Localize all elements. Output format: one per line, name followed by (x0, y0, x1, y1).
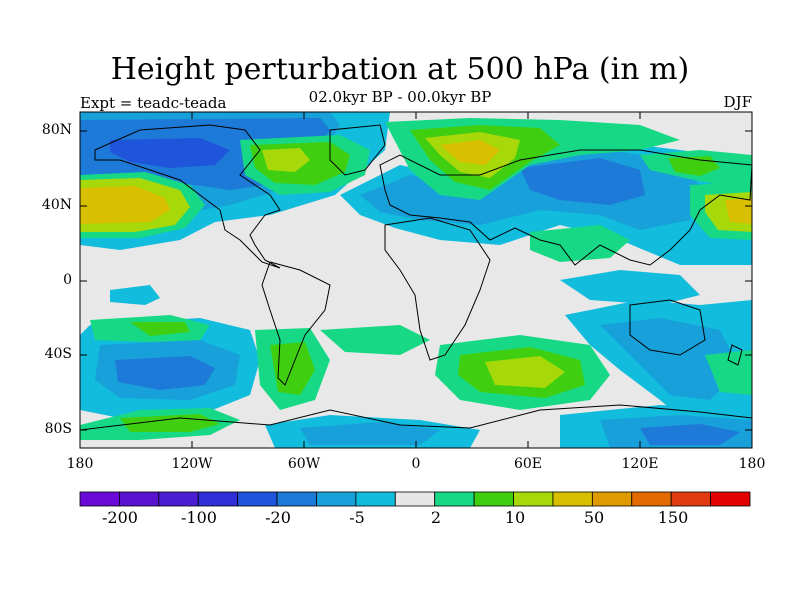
colorbar-box (513, 491, 554, 507)
colorbar-label: 2 (430, 508, 442, 527)
positive-region (320, 325, 430, 355)
australia-coast (629, 299, 706, 356)
lon-label: 0 (411, 456, 421, 472)
colorbar-box (316, 491, 357, 507)
map-title: Height perturbation at 500 hPa (in m) (110, 52, 690, 87)
colorbar-box (276, 491, 317, 507)
colorbar-label: 150 (657, 508, 689, 527)
lon-label: 60W (287, 456, 321, 472)
colorbar-label: -5 (349, 508, 365, 527)
north-america-coast (94, 124, 281, 269)
colorbar-label: -100 (181, 508, 217, 527)
axis-ticks (80, 112, 752, 448)
lat-label: 40S (44, 346, 72, 362)
lat-label: 80S (44, 421, 72, 437)
eurasia-coast (379, 149, 752, 266)
contour-field (80, 112, 752, 448)
positive-region (80, 186, 170, 224)
colorbar-box (79, 491, 120, 507)
colorbar-box (670, 491, 711, 507)
period-label: 02.0kyr BP - 00.0kyr BP (308, 88, 492, 106)
positive-region (705, 350, 752, 395)
colorbar-box (158, 491, 199, 507)
colorbar (79, 491, 751, 507)
negative-region (300, 422, 440, 445)
positive-region (530, 225, 630, 262)
colorbar-box (473, 491, 514, 507)
negative-region (115, 356, 215, 390)
colorbar-box (119, 491, 160, 507)
lon-label: 120W (171, 456, 213, 472)
colorbar-box (394, 491, 436, 507)
coastlines (80, 124, 752, 431)
greenland-coast (329, 124, 386, 176)
positive-region (440, 140, 500, 165)
negative-region (110, 285, 160, 305)
negative-region (640, 424, 740, 445)
lon-label: 120E (621, 456, 659, 472)
antarctica-coast (80, 404, 752, 431)
lat-label: 80N (41, 122, 72, 138)
experiment-label: Expt = teadc-teada (80, 94, 227, 112)
new-zealand-coast (727, 344, 743, 366)
colorbar-box (552, 491, 593, 507)
colorbar-box (710, 491, 751, 507)
colorbar-label: -20 (265, 508, 291, 527)
positive-region (130, 322, 190, 336)
colorbar-box (434, 491, 475, 507)
positive-region (485, 356, 565, 388)
positive-region (120, 414, 220, 432)
colorbar-box (591, 491, 633, 507)
lon-label: 60E (513, 456, 543, 472)
colorbar-label: 50 (583, 508, 605, 527)
lat-label: 40N (41, 197, 72, 213)
negative-region (520, 158, 645, 205)
south-america-coast (261, 261, 331, 386)
positive-region (725, 198, 752, 224)
season-label: DJF (723, 93, 752, 111)
colorbar-label: -200 (102, 508, 138, 527)
lon-label: 180 (738, 456, 766, 472)
colorbar-box (355, 491, 396, 507)
negative-region (560, 270, 700, 305)
colorbar-box (237, 491, 278, 507)
lon-label: 180 (66, 456, 94, 472)
colorbar-label: 10 (504, 508, 526, 527)
lat-label: 0 (63, 272, 72, 288)
colorbar-box (197, 491, 239, 507)
negative-region (110, 138, 230, 168)
positive-region (262, 148, 310, 172)
africa-coast (384, 217, 491, 361)
colorbar-box (631, 491, 672, 507)
